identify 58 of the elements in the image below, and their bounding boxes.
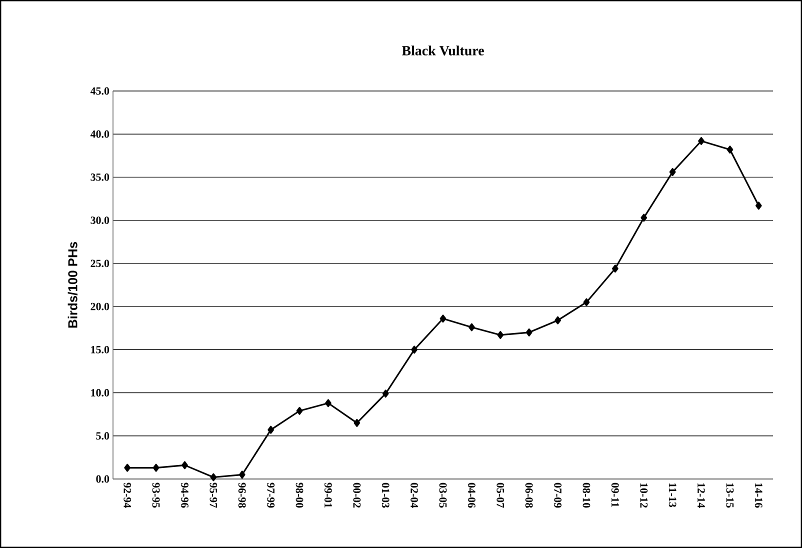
x-tick-label: 02-04 <box>410 482 418 508</box>
point <box>698 137 704 145</box>
y-tick-label: 15.0 <box>91 346 110 354</box>
y-tick-label: 5.0 <box>96 432 110 440</box>
x-tick-label: 14-16 <box>754 483 762 508</box>
point <box>440 314 446 323</box>
y-tick-label: 20.0 <box>90 302 110 310</box>
point <box>554 316 561 324</box>
x-tick-label: 06-08 <box>525 482 533 508</box>
point <box>182 461 188 470</box>
point <box>726 146 734 154</box>
y-tick-label: 25.0 <box>90 260 110 268</box>
point <box>152 464 160 472</box>
x-tick-label: 13-15 <box>726 483 734 508</box>
x-tick-label: 94-96 <box>181 482 188 508</box>
point <box>325 399 332 408</box>
x-tick-label: 07-09 <box>554 482 562 508</box>
x-tick-label: 00-02 <box>353 482 361 508</box>
point <box>124 464 131 472</box>
x-tick-label: 98-00 <box>296 482 304 508</box>
x-tick-label: 12-14 <box>698 483 705 508</box>
x-tick-label: 05-07 <box>496 482 504 508</box>
y-tick-label: 35.0 <box>90 173 110 181</box>
y-tick-label: 0.0 <box>96 475 110 483</box>
y-tick-label: 45.0 <box>90 87 110 95</box>
y-tick-label: 30.0 <box>90 216 110 224</box>
x-tick-label: 11-13 <box>668 483 676 508</box>
x-tick-label: 01-03 <box>382 482 390 508</box>
point <box>382 390 389 398</box>
point <box>268 426 274 434</box>
y-axis-title: Birds/100 PHs <box>68 242 78 328</box>
x-tick-label: 93-95 <box>152 482 160 508</box>
y-tick-label: 40.0 <box>90 130 110 138</box>
y-tick-label: 10.0 <box>91 389 110 396</box>
point <box>640 214 648 222</box>
point <box>210 473 217 482</box>
x-tick-label: 10-12 <box>640 483 648 508</box>
x-tick-label: 97-99 <box>267 482 275 508</box>
point <box>354 418 360 427</box>
point <box>755 202 762 210</box>
x-tick-label: 08-10 <box>582 482 590 508</box>
chart-title: Black Vulture <box>402 46 484 56</box>
point <box>669 168 676 176</box>
x-tick-label: 03-05 <box>439 482 447 508</box>
x-tick-label: 92-94 <box>124 482 132 508</box>
point <box>468 323 475 332</box>
point <box>497 331 504 339</box>
point <box>296 406 303 415</box>
x-tick-label: 09-11 <box>611 482 619 507</box>
point <box>238 470 246 479</box>
x-tick-label: 99-01 <box>324 482 332 508</box>
point <box>526 328 532 336</box>
point <box>583 298 590 306</box>
x-tick-label: 04-06 <box>468 482 476 508</box>
point <box>612 264 618 273</box>
x-tick-label: 96-98 <box>238 482 246 508</box>
point <box>411 346 418 354</box>
x-tick-label: 95-97 <box>210 482 218 508</box>
